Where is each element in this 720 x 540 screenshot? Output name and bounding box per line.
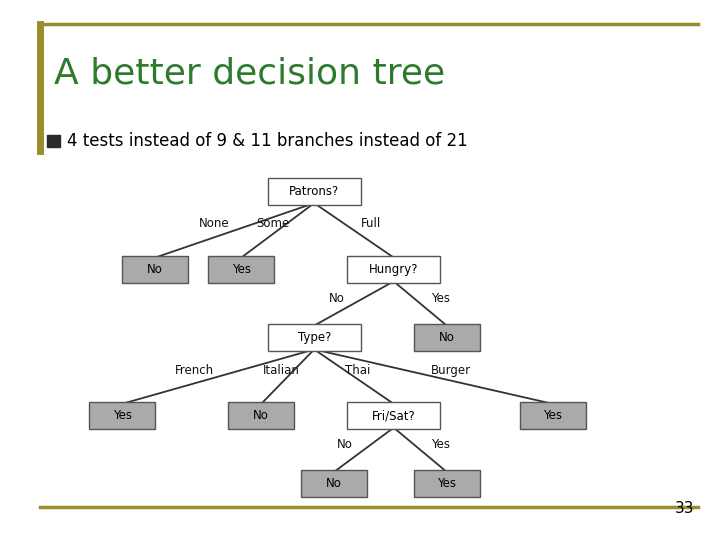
Text: Yes: Yes [232, 263, 251, 276]
FancyBboxPatch shape [268, 324, 361, 351]
Text: A better decision tree: A better decision tree [54, 57, 445, 91]
Text: No: No [329, 292, 345, 305]
Text: No: No [337, 438, 353, 451]
FancyBboxPatch shape [347, 256, 440, 283]
FancyBboxPatch shape [520, 402, 586, 429]
FancyBboxPatch shape [228, 402, 294, 429]
Text: 33: 33 [675, 501, 695, 516]
Text: Yes: Yes [431, 438, 450, 451]
FancyBboxPatch shape [347, 402, 440, 429]
Text: Burger: Burger [431, 363, 472, 376]
Text: Yes: Yes [543, 409, 562, 422]
Text: French: French [175, 363, 215, 376]
Text: No: No [253, 409, 269, 422]
FancyBboxPatch shape [413, 470, 480, 497]
Text: None: None [199, 217, 230, 230]
Text: Yes: Yes [112, 409, 132, 422]
Text: Type?: Type? [297, 331, 331, 344]
Text: Some: Some [256, 217, 290, 230]
Text: 4 tests instead of 9 & 11 branches instead of 21: 4 tests instead of 9 & 11 branches inste… [67, 132, 468, 150]
FancyBboxPatch shape [89, 402, 156, 429]
FancyBboxPatch shape [122, 256, 189, 283]
Text: Yes: Yes [437, 477, 456, 490]
FancyBboxPatch shape [268, 178, 361, 205]
Text: No: No [326, 477, 342, 490]
FancyBboxPatch shape [301, 470, 367, 497]
Text: No: No [438, 331, 454, 344]
Text: Fri/Sat?: Fri/Sat? [372, 409, 415, 422]
Text: Hungry?: Hungry? [369, 263, 418, 276]
Text: Thai: Thai [345, 363, 370, 376]
Text: Italian: Italian [262, 363, 300, 376]
Text: No: No [148, 263, 163, 276]
Text: Yes: Yes [431, 292, 450, 305]
Text: Full: Full [361, 217, 381, 230]
FancyBboxPatch shape [413, 324, 480, 351]
FancyBboxPatch shape [208, 256, 274, 283]
Text: Patrons?: Patrons? [289, 185, 339, 198]
